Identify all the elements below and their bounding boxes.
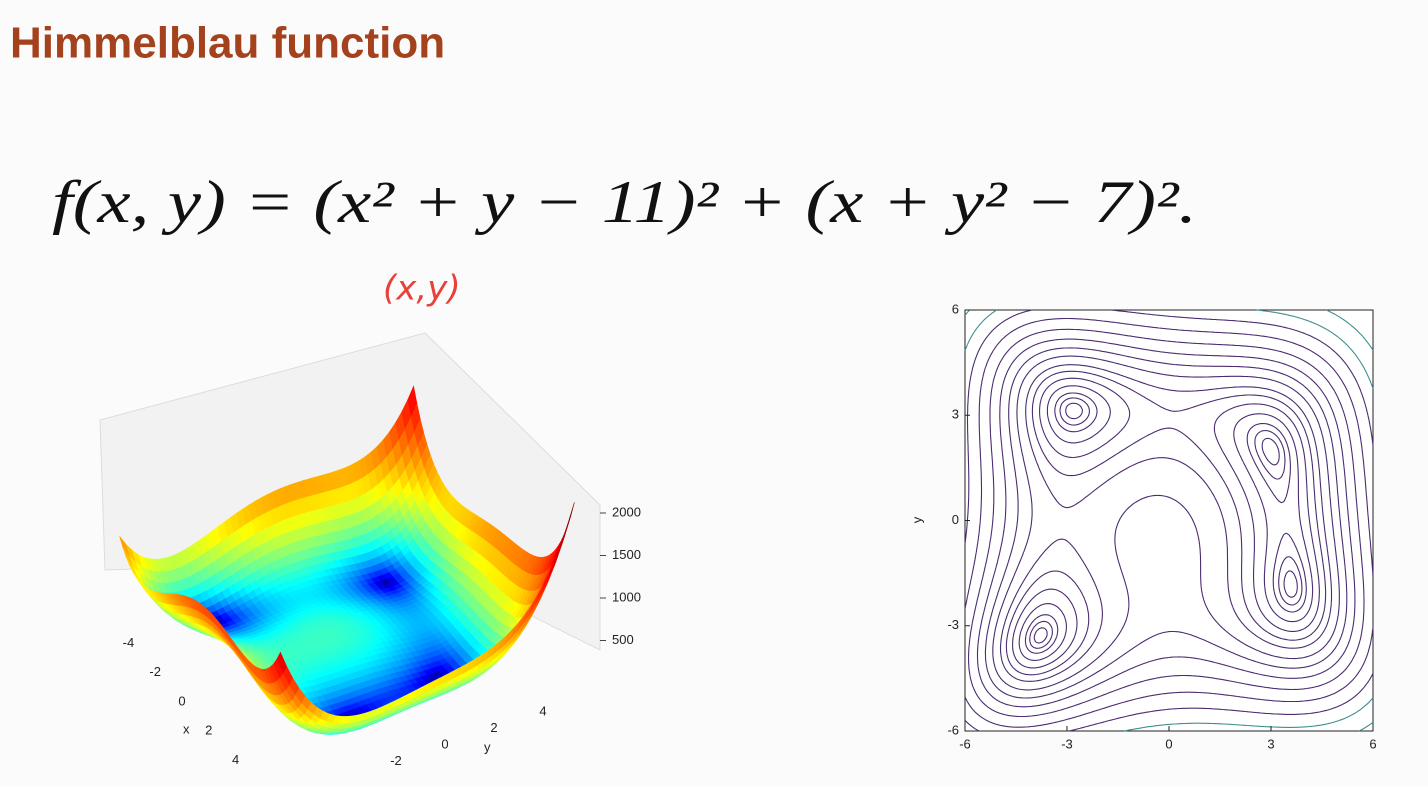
x-tick-label: -2	[149, 664, 161, 679]
contour-line	[1005, 370, 1327, 676]
y-axis-label: y	[909, 516, 924, 523]
y-tick-label: 0	[441, 736, 448, 751]
contour-line	[1029, 397, 1303, 649]
z-tick-label: 500	[612, 632, 634, 647]
slide-title: Himmelblau function	[10, 19, 445, 68]
x-tick-label: 4	[232, 752, 239, 767]
x-tick-label: 0	[178, 693, 185, 708]
y-tick-label: -2	[390, 753, 402, 768]
x-tick-label: -3	[1061, 736, 1073, 751]
contour-line	[964, 309, 1374, 732]
z-tick-label: 1500	[612, 547, 641, 562]
x-tick-label: -4	[123, 635, 135, 650]
x-axis-label: x	[183, 721, 190, 736]
handwritten-note: (x,y)	[383, 269, 461, 309]
x-tick-label: 3	[1267, 736, 1274, 751]
contour-line	[1018, 385, 1314, 661]
y-tick-label: 4	[539, 703, 546, 718]
x-tick-label: 2	[205, 723, 212, 738]
y-tick-label: 0	[952, 512, 959, 527]
y-tick-label: 6	[952, 301, 959, 316]
surface-patch	[276, 651, 287, 674]
formula: f(x, y) = (x² + y − 11)² + (x + y² − 7)²…	[52, 169, 1197, 235]
contour-line	[999, 364, 1333, 682]
y-tick-label: 3	[952, 407, 959, 422]
contours	[964, 309, 1374, 732]
y-axis-label: y	[484, 739, 491, 754]
y-tick-label: -3	[947, 617, 959, 632]
contour-line	[1012, 377, 1320, 669]
contour-line	[964, 309, 1374, 732]
contour-frame	[964, 309, 1374, 732]
contour-line	[992, 355, 1340, 691]
y-tick-label: -6	[947, 722, 959, 737]
z-tick-label: 1000	[612, 589, 641, 604]
y-tick-label: 2	[490, 720, 497, 735]
x-tick-label: 0	[1165, 736, 1172, 751]
x-tick-label: -6	[959, 736, 971, 751]
surface	[119, 385, 575, 735]
contour-line	[964, 309, 1374, 732]
contour-line	[964, 317, 1374, 728]
z-tick-label: 2000	[612, 504, 641, 519]
contour-line	[967, 328, 1365, 718]
contour-line	[984, 347, 1348, 699]
contour-line	[1024, 392, 1307, 654]
contour-line	[976, 338, 1356, 708]
contour-line	[1033, 402, 1298, 644]
x-tick-label: 6	[1369, 736, 1376, 751]
